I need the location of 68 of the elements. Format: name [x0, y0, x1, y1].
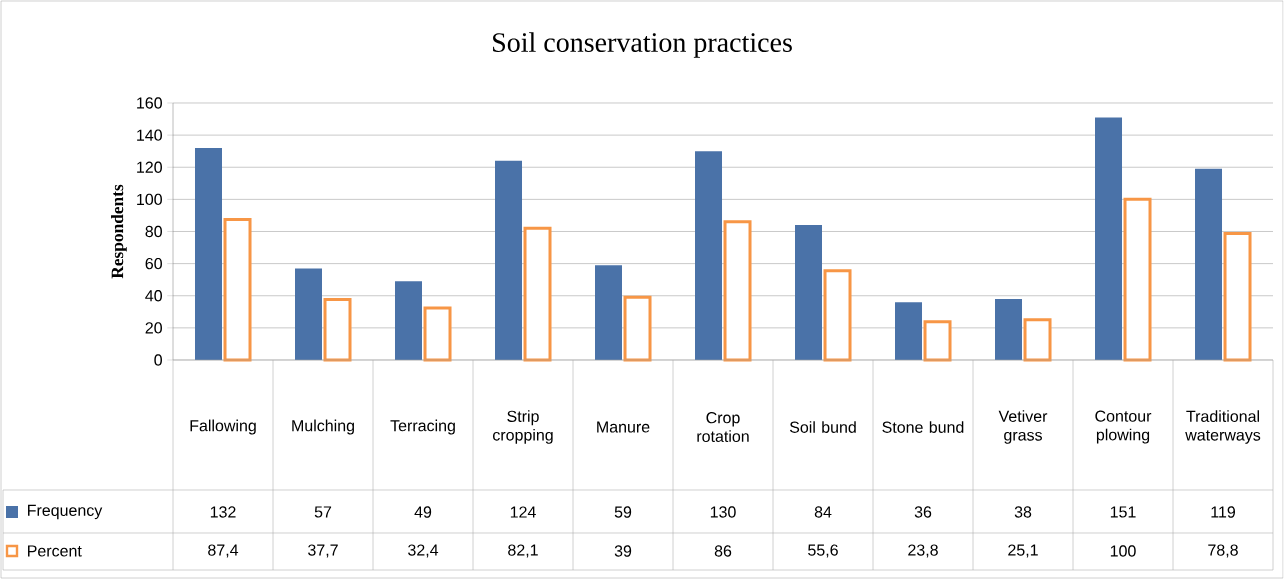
- y-tick-label: 60: [145, 257, 162, 270]
- x-tick-label: Stone bund: [882, 421, 964, 433]
- bar: [695, 151, 723, 360]
- x-tick-label: Soil bund: [789, 421, 856, 433]
- data-label: 86: [714, 545, 732, 557]
- data-label: 57: [314, 506, 332, 518]
- bar: [395, 281, 422, 360]
- data-label: 38: [1014, 506, 1032, 518]
- data-label: 130: [710, 506, 736, 518]
- bar: [795, 225, 822, 360]
- x-tick-label: Strip cropping: [492, 410, 553, 444]
- bar: [1123, 197, 1152, 362]
- bar: [1095, 117, 1123, 360]
- data-label: 37,7: [308, 544, 338, 558]
- data-label: 49: [414, 506, 432, 518]
- bar: [995, 298, 1023, 360]
- bar: [895, 302, 923, 360]
- y-tick-label: 100: [137, 193, 162, 206]
- data-label: 100: [1110, 545, 1136, 557]
- data-label: 82,1: [508, 544, 538, 558]
- x-tick-label: Traditional waterways: [1185, 410, 1261, 444]
- data-label: 151: [1110, 506, 1136, 518]
- data-label: 39: [614, 545, 632, 557]
- data-label: 124: [510, 506, 536, 518]
- bar: [595, 265, 622, 360]
- y-tick-label: 80: [145, 225, 162, 238]
- bar: [1023, 318, 1052, 362]
- data-label: 84: [814, 506, 832, 518]
- x-tick-label: Contour plowing: [1095, 410, 1152, 444]
- data-label: 25,1: [1008, 544, 1038, 558]
- bar: [1195, 168, 1223, 360]
- data-label: 23,8: [908, 544, 938, 558]
- data-label: 59: [614, 506, 632, 518]
- y-axis-title: Respondents: [111, 184, 127, 279]
- x-tick-label: Terracing: [390, 419, 455, 435]
- y-tick-label: 160: [137, 97, 162, 109]
- bar: [323, 297, 352, 362]
- bar: [223, 218, 252, 362]
- data-label: 32,4: [408, 544, 439, 558]
- data-label: 36: [914, 506, 932, 518]
- bar: [623, 295, 652, 362]
- x-tick-label: Manure: [597, 421, 650, 433]
- data-label: 87,4: [208, 544, 239, 558]
- y-tick-label: 0: [154, 354, 162, 366]
- bar: [823, 269, 852, 362]
- x-tick-label: Crop rotation: [697, 412, 749, 443]
- data-label: 119: [1211, 506, 1235, 518]
- y-tick-label: 20: [145, 322, 162, 334]
- data-label: 55,6: [808, 544, 838, 558]
- bar: [523, 226, 552, 362]
- bar: [423, 306, 452, 362]
- y-tick-label: 120: [137, 161, 162, 173]
- legend-label: Frequency: [28, 504, 103, 520]
- legend-label: Percent: [28, 545, 82, 557]
- data-label: 132: [210, 506, 236, 518]
- bar: [923, 320, 952, 362]
- x-tick-label: Fallowing: [190, 419, 256, 435]
- x-tick-label: Vetiver grass: [998, 410, 1048, 444]
- data-label: 78,8: [1208, 544, 1238, 558]
- bar: [495, 160, 522, 360]
- bar: [723, 220, 752, 362]
- chart-title: Soil conservation practices: [493, 32, 792, 58]
- y-tick-label: 140: [137, 129, 162, 141]
- bar: [1223, 231, 1252, 362]
- y-tick-label: 40: [145, 290, 162, 302]
- x-tick-label: Mulching: [292, 419, 354, 435]
- bar: [195, 147, 222, 360]
- bar: [295, 268, 322, 360]
